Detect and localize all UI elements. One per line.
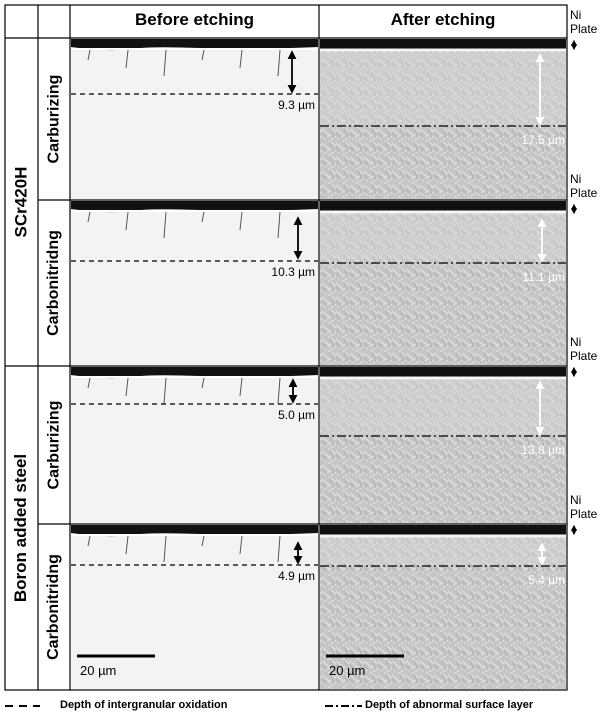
oxide-crack xyxy=(201,535,205,547)
surface-oxide xyxy=(71,367,318,379)
oxide-crack xyxy=(125,49,129,69)
oxide-crack xyxy=(201,49,205,61)
oxide-crack xyxy=(201,211,205,223)
group-label: SCr420H xyxy=(5,38,38,366)
depth-label: 10.3 µm xyxy=(271,265,315,279)
micrograph-before xyxy=(71,39,318,199)
ni-plate-label: Ni Plate xyxy=(570,493,598,521)
micrograph-after xyxy=(320,201,566,365)
micrograph-before xyxy=(71,201,318,365)
depth-label: 4.9 µm xyxy=(278,569,315,583)
scale-bar-label: 20 µm xyxy=(80,663,117,678)
micrograph-after xyxy=(320,525,566,689)
row-label-text: Carburizing xyxy=(45,74,63,164)
group-label-text: Boron added steel xyxy=(11,453,31,603)
oxide-crack xyxy=(277,211,281,239)
depth-label: 5.4 µm xyxy=(528,573,565,587)
surface-oxide xyxy=(71,39,318,51)
row-label: Carburizing xyxy=(38,366,70,524)
depth-label: 9.3 µm xyxy=(278,98,315,112)
legend-label: Depth of intergranular oxidation xyxy=(60,699,228,711)
row-label-text: Carbonitridng xyxy=(45,230,63,336)
scale-bar-label: 20 µm xyxy=(329,663,366,678)
surface-layer-top xyxy=(320,525,566,535)
micrograph-before xyxy=(71,367,318,523)
row-label: Carbonitridng xyxy=(38,524,70,690)
oxide-crack xyxy=(239,377,243,397)
ni-plate-label: Ni Plate xyxy=(570,172,598,200)
row-label-text: Carburizing xyxy=(45,400,63,490)
oxide-crack xyxy=(277,49,281,77)
oxide-crack xyxy=(87,377,91,389)
surface-layer-top xyxy=(320,367,566,377)
surface-layer-top xyxy=(320,201,566,211)
row-label: Carbonitridng xyxy=(38,200,70,366)
row-label-text: Carbonitridng xyxy=(45,554,63,660)
oxide-crack xyxy=(201,377,205,389)
depth-label: 13.8 µm xyxy=(521,443,565,457)
ni-plate-label: Ni Plate xyxy=(570,335,598,363)
oxide-crack xyxy=(125,377,129,397)
group-label: Boron added steel xyxy=(5,366,38,690)
oxide-crack xyxy=(125,211,129,231)
surface-layer-top xyxy=(320,39,566,49)
legend-label: Depth of abnormal surface layer xyxy=(365,699,534,711)
abnormal-layer xyxy=(320,538,566,564)
oxide-crack xyxy=(239,535,243,555)
abnormal-layer xyxy=(320,380,566,434)
column-header: After etching xyxy=(390,10,496,29)
oxide-crack xyxy=(87,211,91,223)
oxide-crack xyxy=(125,535,129,555)
oxide-crack xyxy=(277,377,281,405)
ni-plate-label: Ni Plate xyxy=(570,8,598,36)
oxide-crack xyxy=(163,535,167,563)
oxide-crack xyxy=(239,49,243,69)
surface-oxide xyxy=(71,201,318,213)
oxide-crack xyxy=(163,211,167,239)
column-header: Before etching xyxy=(134,10,255,29)
oxide-crack xyxy=(239,211,243,231)
micrograph-after xyxy=(320,39,566,199)
abnormal-layer xyxy=(320,214,566,261)
group-label-text: SCr420H xyxy=(11,166,31,238)
depth-label: 17.5 µm xyxy=(521,133,565,147)
oxide-crack xyxy=(87,49,91,61)
oxide-crack xyxy=(277,535,281,563)
abnormal-layer xyxy=(320,52,566,124)
depth-label: 5.0 µm xyxy=(278,408,315,422)
oxide-crack xyxy=(163,49,167,77)
oxide-crack xyxy=(87,535,91,547)
micrograph-after xyxy=(320,367,566,523)
oxide-crack xyxy=(163,377,167,405)
micrograph-before xyxy=(71,525,318,689)
row-label: Carburizing xyxy=(38,38,70,200)
depth-label: 11.1 µm xyxy=(522,270,565,284)
surface-oxide xyxy=(71,525,318,537)
